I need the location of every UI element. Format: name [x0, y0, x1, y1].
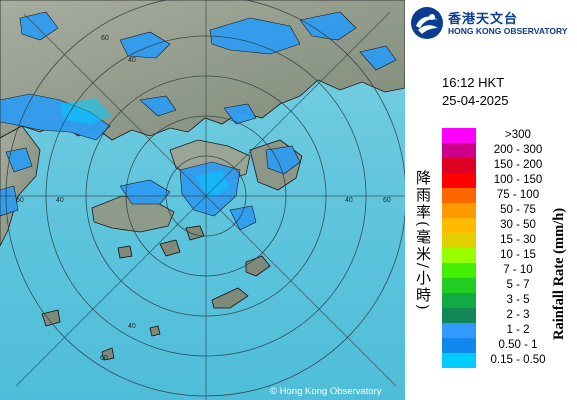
legend-swatch	[442, 263, 476, 278]
legend-swatch	[442, 173, 476, 188]
ring-label: 60	[383, 197, 391, 204]
ring-label: 40	[128, 323, 136, 330]
legend-title-en: Rainfall Rate (mm/h)	[551, 207, 567, 340]
legend-swatch	[442, 338, 476, 353]
legend-label: 200 - 300	[493, 144, 543, 156]
legend-label: 0.15 - 0.50	[490, 354, 546, 366]
legend-swatches	[442, 128, 476, 368]
legend-label: 75 - 100	[496, 189, 540, 201]
legend-label: >300	[505, 129, 531, 141]
legend-swatch	[442, 143, 476, 158]
ring-labels: 60 40 60 40 60 40 60 40	[16, 35, 391, 362]
observation-date: 25-04-2025	[442, 93, 509, 108]
logo-name-en: HONG KONG OBSERVATORY	[448, 26, 568, 36]
light-rain-echoes	[60, 98, 230, 198]
hko-logo: 香港天文台 HONG KONG OBSERVATORY	[410, 6, 572, 40]
ring-label: 60	[16, 197, 24, 204]
legend-swatch	[442, 203, 476, 218]
hko-logo-icon	[411, 7, 443, 39]
legend-label: 7 - 10	[503, 264, 533, 276]
legend-labels: >300 200 - 300 150 - 200 100 - 150 75 - 100 5…	[478, 128, 558, 368]
legend-title-zh: 降雨率(毫米/小時)	[414, 170, 432, 312]
legend-label: 10 - 15	[500, 249, 536, 261]
copyright-notice: © Hong Kong Observatory	[270, 386, 382, 397]
legend-swatch	[442, 233, 476, 248]
legend-swatch	[442, 188, 476, 203]
legend-swatch	[442, 323, 476, 338]
legend-swatch	[442, 278, 476, 293]
legend-swatch	[442, 353, 476, 368]
ring-label: 40	[56, 197, 64, 204]
radial-lines	[0, 0, 405, 400]
legend-label: 0.50 - 1	[498, 339, 538, 351]
legend-swatch	[442, 308, 476, 323]
legend-swatch	[442, 128, 476, 143]
legend-label: 5 - 7	[506, 279, 530, 291]
logo-name-zh: 香港天文台	[448, 12, 519, 27]
legend-label: 15 - 30	[500, 234, 536, 246]
legend-label: 2 - 3	[506, 309, 530, 321]
legend-panel	[405, 0, 577, 400]
legend-swatch	[442, 293, 476, 308]
ring-label: 60	[100, 355, 108, 362]
legend-swatch	[442, 218, 476, 233]
observation-time: 16:12 HKT	[442, 75, 505, 90]
legend-swatch	[442, 158, 476, 173]
legend-label: 150 - 200	[493, 159, 543, 171]
legend-label: 30 - 50	[500, 219, 536, 231]
legend-label: 100 - 150	[493, 174, 543, 186]
ring-label: 60	[101, 35, 109, 42]
legend-label: 3 - 5	[506, 294, 530, 306]
ring-label: 40	[345, 197, 353, 204]
legend-label: 1 - 2	[506, 324, 530, 336]
radar-map: 60 40 60 40 60 40 60 40	[0, 0, 405, 400]
ring-label: 40	[128, 57, 136, 64]
legend-swatch	[442, 248, 476, 263]
legend-label: 50 - 75	[500, 204, 536, 216]
